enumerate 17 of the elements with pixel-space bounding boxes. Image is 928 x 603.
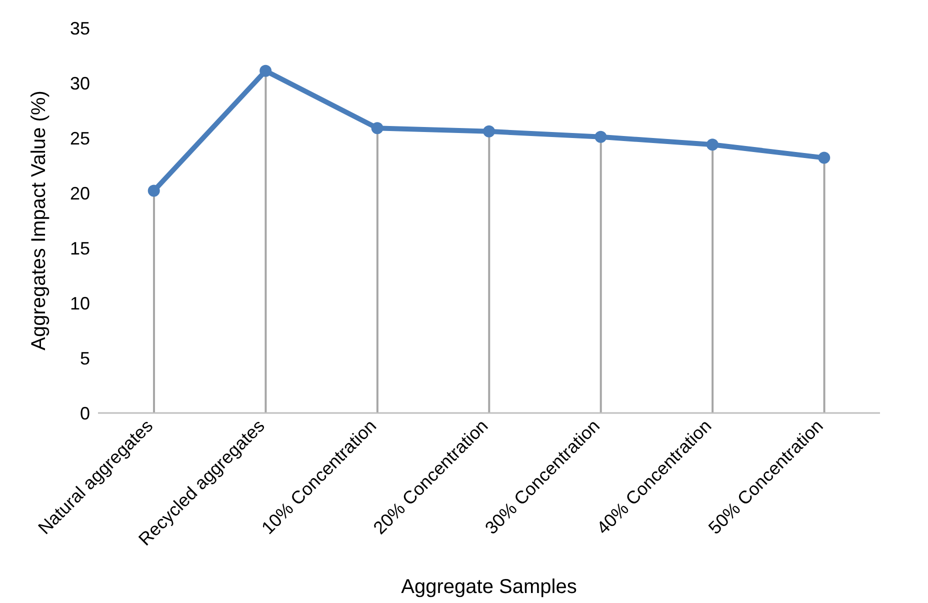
y-tick-label: 10 bbox=[70, 293, 90, 314]
point bbox=[148, 184, 160, 197]
point bbox=[371, 122, 384, 134]
y-axis-title: Aggregates Impact Value (%) bbox=[28, 90, 50, 350]
y-tick-label: 0 bbox=[80, 403, 90, 424]
point bbox=[483, 125, 495, 138]
point bbox=[818, 152, 830, 164]
point bbox=[706, 138, 718, 151]
point bbox=[260, 64, 272, 77]
x-axis-title: Aggregate Samples bbox=[401, 576, 577, 598]
y-tick-label: 35 bbox=[70, 18, 90, 38]
y-tick-label: 25 bbox=[70, 128, 90, 148]
point bbox=[594, 130, 607, 143]
y-tick-label: 30 bbox=[70, 73, 90, 94]
y-tick-label: 20 bbox=[70, 183, 90, 204]
y-tick-label: 5 bbox=[80, 348, 90, 368]
y-tick-label: 15 bbox=[70, 238, 90, 258]
